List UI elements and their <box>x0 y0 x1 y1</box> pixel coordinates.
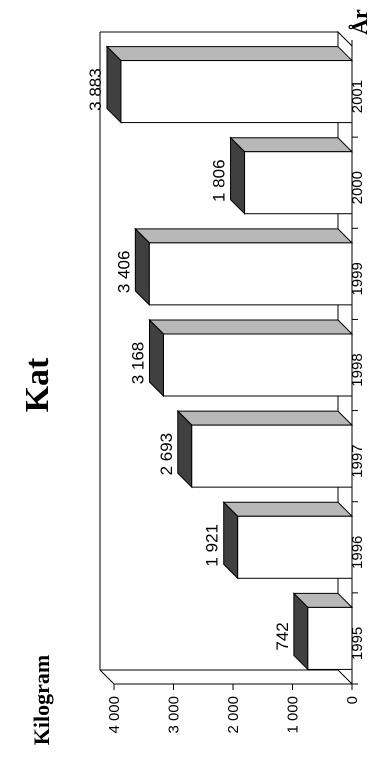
value-label: 1 921 <box>203 524 222 567</box>
category-label: 1999 <box>349 262 366 295</box>
bar-side <box>176 410 354 426</box>
value-tick-label: 3 000 <box>166 696 183 734</box>
bar-face <box>307 606 353 670</box>
value-label: 1 806 <box>210 159 229 202</box>
category-label: 1995 <box>349 627 366 660</box>
bar-face <box>191 424 353 488</box>
bar <box>222 501 354 580</box>
category-label: 2001 <box>349 80 366 113</box>
bar-side <box>229 137 354 153</box>
value-label: 3 883 <box>86 68 105 111</box>
value-tick-label: 0 <box>344 696 361 704</box>
bar-top <box>134 227 150 307</box>
bar <box>176 409 354 489</box>
value-label: 2 693 <box>157 433 176 476</box>
bar <box>105 45 354 124</box>
value-tick-label: 1 000 <box>285 696 302 734</box>
bar <box>148 318 354 398</box>
bar-face <box>244 151 353 215</box>
value-tick-label: 2 000 <box>225 696 242 734</box>
chart-title: Kat <box>19 357 56 412</box>
label-group: 0 1 000 2 000 3 000 4 000 1995 742 1996 1 921 199… <box>86 68 366 733</box>
category-label: 1997 <box>349 444 366 477</box>
category-label: 1996 <box>349 536 366 569</box>
category-label: 2000 <box>349 171 366 204</box>
bar-side <box>148 319 354 335</box>
bar-top <box>230 136 246 215</box>
wall-corner <box>99 669 115 685</box>
bar-side <box>105 46 354 62</box>
bar-face <box>163 333 353 397</box>
x-axis-label: År <box>347 9 372 35</box>
bar-side <box>222 501 354 517</box>
value-label: 3 406 <box>114 251 133 294</box>
bar-top <box>177 409 193 489</box>
value-label: 3 168 <box>129 342 148 385</box>
bar-face <box>148 242 353 306</box>
value-label: 742 <box>273 622 292 650</box>
bar-side <box>134 228 354 244</box>
bar-face <box>237 515 353 579</box>
category-label: 1998 <box>349 353 366 386</box>
bar-group <box>105 45 354 671</box>
bar-top <box>149 318 165 398</box>
bar-top <box>293 592 309 671</box>
bar-top <box>223 501 239 580</box>
bar <box>134 227 354 307</box>
bar <box>229 136 354 215</box>
bar <box>292 592 354 671</box>
y-axis-label: Kilogram <box>29 655 54 745</box>
bar-top <box>106 45 122 124</box>
bar-face <box>120 60 353 124</box>
value-tick-label: 4 000 <box>106 696 123 734</box>
